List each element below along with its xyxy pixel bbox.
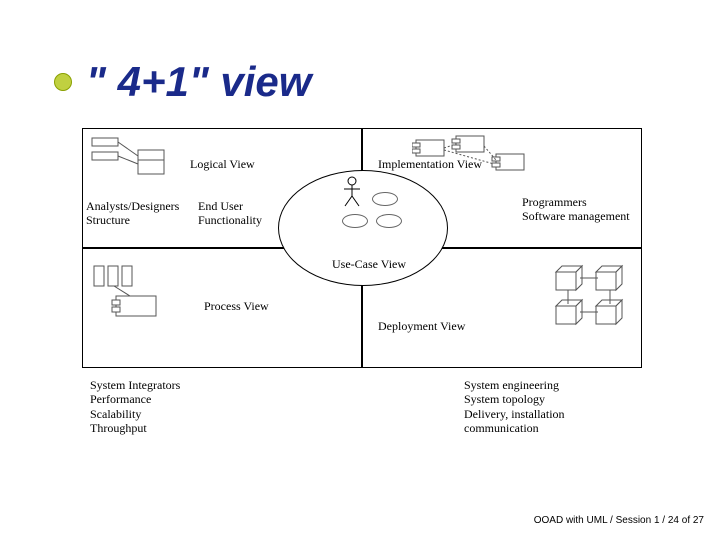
deployment-role-text: System engineering System topology Deliv… bbox=[464, 378, 565, 436]
usecase-oval-icon bbox=[342, 214, 368, 228]
page-title: " 4+1" view bbox=[86, 58, 311, 106]
deployment-diagram-icon bbox=[552, 260, 638, 332]
logical-view-label: Logical View bbox=[190, 158, 255, 172]
class-diagram-icon bbox=[90, 134, 170, 190]
usecase-oval-icon bbox=[376, 214, 402, 228]
four-plus-one-diagram: Logical View Implementation View bbox=[82, 128, 642, 468]
title-bullet bbox=[54, 73, 72, 91]
usecase-oval-icon bbox=[372, 192, 398, 206]
logical-role-text: Analysts/Designers Structure bbox=[86, 200, 179, 228]
implementation-role-text: Programmers Software management bbox=[522, 196, 630, 224]
slide-footer: OOAD with UML / Session 1 / 24 of 27 bbox=[534, 515, 704, 526]
process-role-text: System Integrators Performance Scalabili… bbox=[90, 378, 180, 436]
deployment-view-label: Deployment View bbox=[378, 320, 465, 334]
process-diagram-icon bbox=[90, 262, 186, 322]
implementation-view-label: Implementation View bbox=[378, 158, 482, 172]
usecase-view-label: Use-Case View bbox=[332, 258, 406, 272]
actor-icon bbox=[342, 176, 362, 210]
logical-concern-text: End User Functionality bbox=[198, 200, 262, 228]
process-view-label: Process View bbox=[204, 300, 269, 314]
